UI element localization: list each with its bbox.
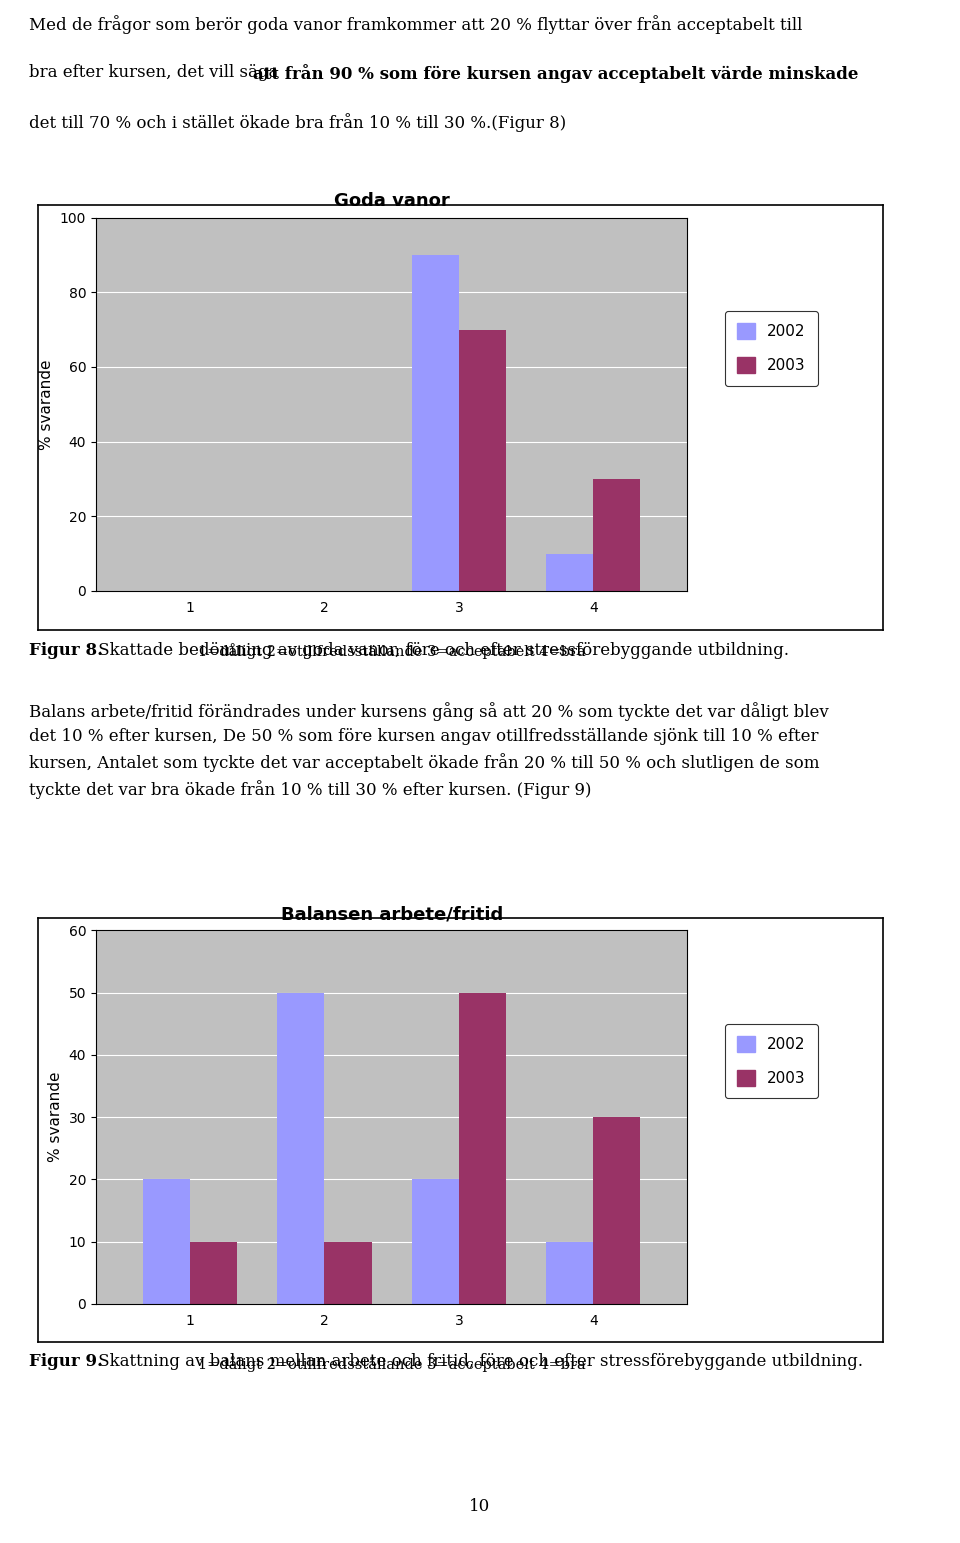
Legend: 2002, 2003: 2002, 2003 [725,1023,818,1099]
Y-axis label: % svarande: % svarande [39,360,55,449]
Bar [143,1179,190,1304]
Text: 1=dåligt 2=otillfredsställande 3=acceptabelt 4=bra: 1=dåligt 2=otillfredsställande 3=accepta… [198,643,586,659]
Text: att från 90 % som före kursen angav acceptabelt värde minskade: att från 90 % som före kursen angav acce… [252,63,858,83]
Bar [277,992,324,1304]
Y-axis label: % svarande: % svarande [48,1072,63,1162]
Bar [412,1179,459,1304]
Text: Med de frågor som berör goda vanor framkommer att 20 % flyttar över från accepta: Med de frågor som berör goda vanor framk… [29,15,803,34]
Text: Skattade bedömning av goda vanor, före och efter stressförebyggande utbildning.: Skattade bedömning av goda vanor, före o… [93,642,789,659]
Bar [546,554,593,591]
Bar [412,255,459,591]
Bar [593,1117,640,1304]
Title: Goda vanor: Goda vanor [334,193,449,210]
Legend: 2002, 2003: 2002, 2003 [725,310,818,386]
Text: 1=dåligt 2=otillfredsställande 3=acceptabelt 4=bra: 1=dåligt 2=otillfredsställande 3=accepta… [198,1356,586,1372]
Text: Balans arbete/fritid förändrades under kursens gång så att 20 % som tyckte det v: Balans arbete/fritid förändrades under k… [29,702,828,799]
Bar [593,478,640,591]
Bar [324,1242,372,1304]
Bar [459,992,506,1304]
Text: 10: 10 [469,1498,491,1515]
Title: Balansen arbete/fritid: Balansen arbete/fritid [280,906,503,923]
Bar [459,330,506,591]
Text: Figur 9.: Figur 9. [29,1353,103,1370]
Bar [190,1242,237,1304]
Text: Skattning av balans mellan arbete och fritid, före och efter stressförebyggande : Skattning av balans mellan arbete och fr… [93,1353,863,1370]
Bar [546,1242,593,1304]
Text: det till 70 % och i stället ökade bra från 10 % till 30 %.(Figur 8): det till 70 % och i stället ökade bra fr… [29,113,566,131]
Text: bra efter kursen, det vill säga: bra efter kursen, det vill säga [29,63,283,82]
Text: Figur 8.: Figur 8. [29,642,103,659]
